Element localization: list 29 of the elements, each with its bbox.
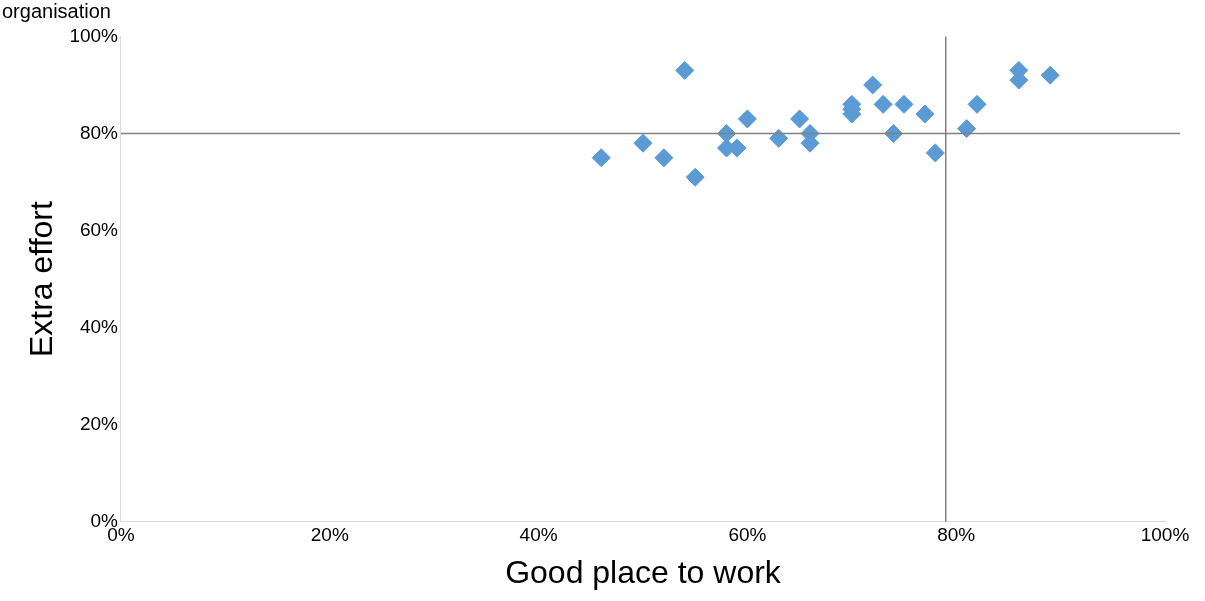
point [591, 148, 611, 168]
point [957, 119, 977, 139]
x-axis-title: Good place to work [505, 553, 782, 590]
x-tick-label: 100% [1140, 524, 1190, 546]
point [675, 60, 695, 80]
x-tick-label: 40% [519, 524, 558, 546]
x-tick-label: 20% [310, 524, 349, 546]
y-tick-label: 40% [79, 315, 119, 337]
point [967, 94, 987, 114]
y-tick-label: 100% [69, 24, 119, 46]
point [1040, 65, 1060, 85]
point [894, 94, 914, 114]
y-tick-label: 20% [79, 412, 119, 434]
point [769, 128, 789, 148]
point [685, 167, 705, 187]
y-tick-label: 60% [79, 218, 119, 240]
point [633, 133, 653, 153]
point [654, 148, 674, 168]
x-tick-label: 60% [728, 524, 767, 546]
point [790, 109, 810, 129]
point [737, 109, 757, 129]
chart-title: organisation [2, 0, 111, 23]
y-tick-label: 80% [79, 121, 119, 143]
point [915, 104, 935, 124]
point [925, 143, 945, 163]
point [873, 94, 893, 114]
x-tick-label: 80% [937, 524, 976, 546]
point [863, 75, 883, 95]
y-axis-title: Extra effort [23, 201, 60, 358]
